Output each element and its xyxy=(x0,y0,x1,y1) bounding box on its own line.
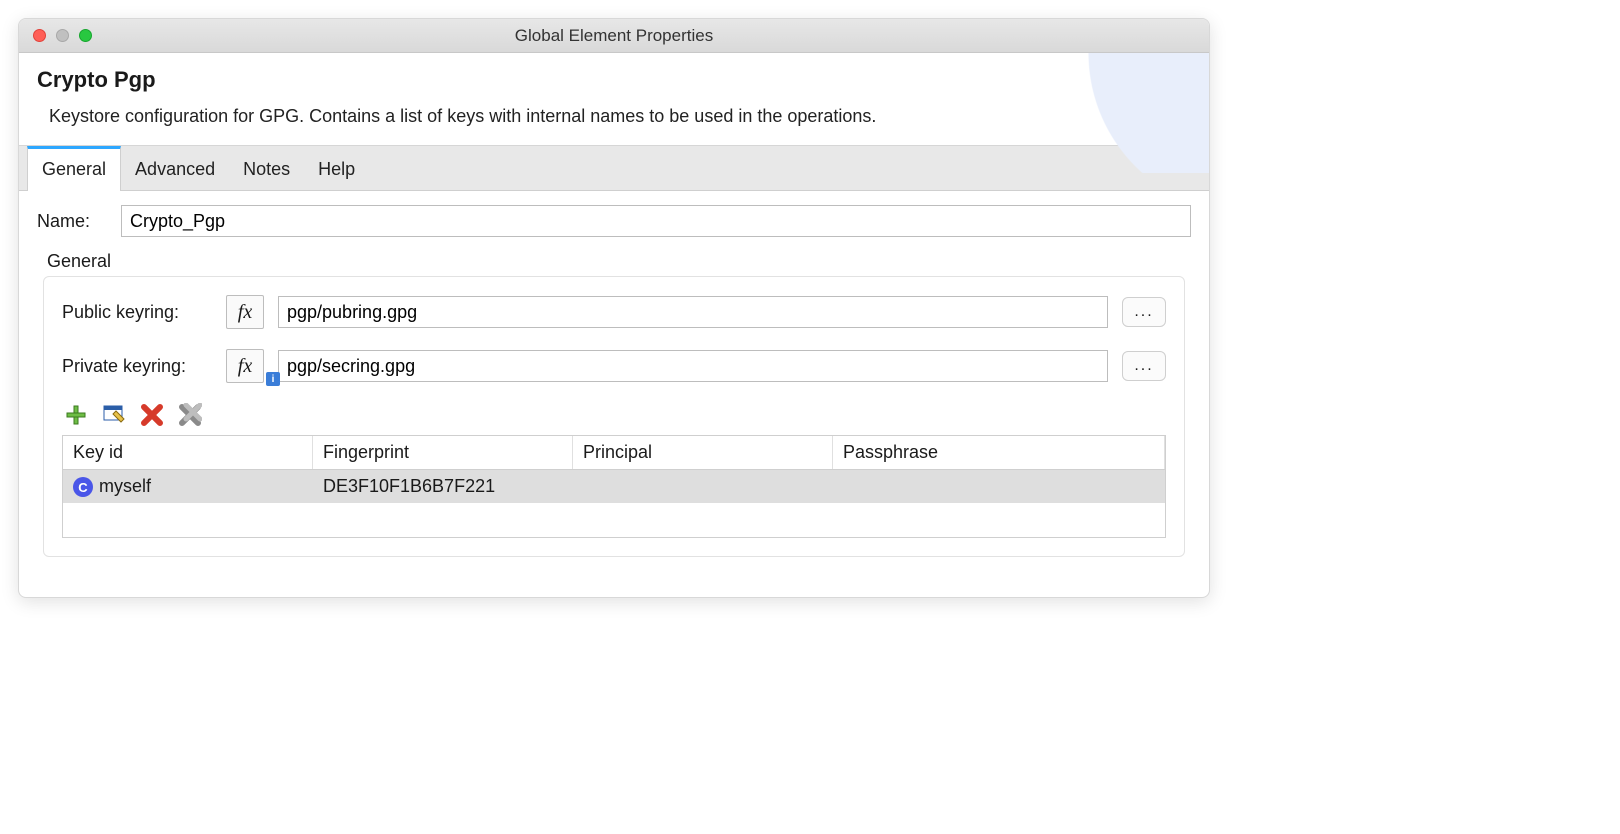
col-key-id[interactable]: Key id xyxy=(63,436,313,469)
tab-advanced[interactable]: Advanced xyxy=(121,146,229,190)
cell-principal xyxy=(573,470,833,503)
key-row-icon: C xyxy=(73,477,93,497)
tab-content: Name: General Public keyring: fx ... Pri… xyxy=(19,191,1209,597)
col-passphrase[interactable]: Passphrase xyxy=(833,436,1165,469)
delete-icon[interactable] xyxy=(140,403,164,427)
info-icon: i xyxy=(266,372,280,386)
table-empty-row xyxy=(63,503,1165,537)
private-keyring-input[interactable] xyxy=(278,350,1108,382)
group-label-general: General xyxy=(37,251,1191,272)
group-general: Public keyring: fx ... Private keyring: … xyxy=(43,276,1185,557)
public-keyring-fx-button[interactable]: fx xyxy=(226,295,264,329)
private-keyring-fx-button[interactable]: fx xyxy=(226,349,264,383)
tabs: General Advanced Notes Help xyxy=(19,146,1209,191)
col-fingerprint[interactable]: Fingerprint xyxy=(313,436,573,469)
key-id-value: myself xyxy=(99,476,151,496)
private-keyring-browse-button[interactable]: ... xyxy=(1122,351,1166,381)
cell-passphrase xyxy=(833,470,1165,503)
public-keyring-browse-button[interactable]: ... xyxy=(1122,297,1166,327)
keys-toolbar xyxy=(64,403,1166,427)
dialog-header: Crypto Pgp Keystore configuration for GP… xyxy=(19,53,1209,146)
tab-general[interactable]: General xyxy=(27,146,121,191)
window-title: Global Element Properties xyxy=(19,26,1209,46)
col-principal[interactable]: Principal xyxy=(573,436,833,469)
page-description: Keystore configuration for GPG. Contains… xyxy=(37,103,957,129)
cell-fingerprint: DE3F10F1B6B7F221 xyxy=(313,470,573,503)
name-label: Name: xyxy=(37,211,107,232)
keys-table: Key id Fingerprint Principal Passphrase … xyxy=(62,435,1166,538)
edit-icon[interactable] xyxy=(102,403,126,427)
dialog-window: Global Element Properties Crypto Pgp Key… xyxy=(18,18,1210,598)
name-input[interactable] xyxy=(121,205,1191,237)
private-keyring-label: Private keyring: xyxy=(62,356,212,377)
cell-key-id: Cmyself xyxy=(63,470,313,503)
public-keyring-label: Public keyring: xyxy=(62,302,212,323)
page-title: Crypto Pgp xyxy=(37,67,1191,93)
table-row[interactable]: Cmyself DE3F10F1B6B7F221 xyxy=(63,470,1165,503)
tab-help[interactable]: Help xyxy=(304,146,369,190)
titlebar: Global Element Properties xyxy=(19,19,1209,53)
keys-table-header: Key id Fingerprint Principal Passphrase xyxy=(63,436,1165,470)
delete-all-icon[interactable] xyxy=(178,403,202,427)
public-keyring-input[interactable] xyxy=(278,296,1108,328)
tab-notes[interactable]: Notes xyxy=(229,146,304,190)
add-icon[interactable] xyxy=(64,403,88,427)
